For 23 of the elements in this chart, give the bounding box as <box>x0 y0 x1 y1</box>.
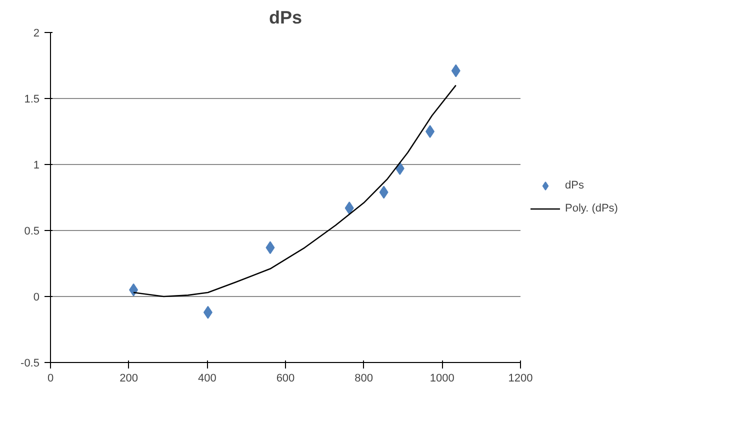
x-tick-label: 0 <box>47 372 54 384</box>
point <box>379 186 388 199</box>
x-tick-label: 800 <box>354 372 374 384</box>
y-tick-label: 2 <box>33 28 40 40</box>
x-tick-label: 1000 <box>430 372 454 384</box>
x-tick-label: 600 <box>276 372 295 384</box>
y-tick-label: 1 <box>33 160 40 172</box>
point <box>426 125 435 138</box>
y-tick-label: -0.5 <box>20 358 40 370</box>
x-tick-label: 200 <box>120 372 138 384</box>
point <box>266 241 275 254</box>
y-tick-label: 0.5 <box>24 226 40 238</box>
y-tick-label: 1.5 <box>24 94 40 106</box>
y-tick-label: 0 <box>33 292 40 304</box>
x-tick-label: 400 <box>198 372 216 384</box>
point <box>203 306 212 319</box>
point <box>451 64 460 78</box>
legend-label: dPs <box>565 180 585 192</box>
chart-title: dPs <box>268 8 302 28</box>
legend-label: Poly. (dPs) <box>565 202 618 214</box>
point <box>344 202 354 215</box>
x-tick-label: 1200 <box>508 372 533 384</box>
point <box>129 283 138 296</box>
